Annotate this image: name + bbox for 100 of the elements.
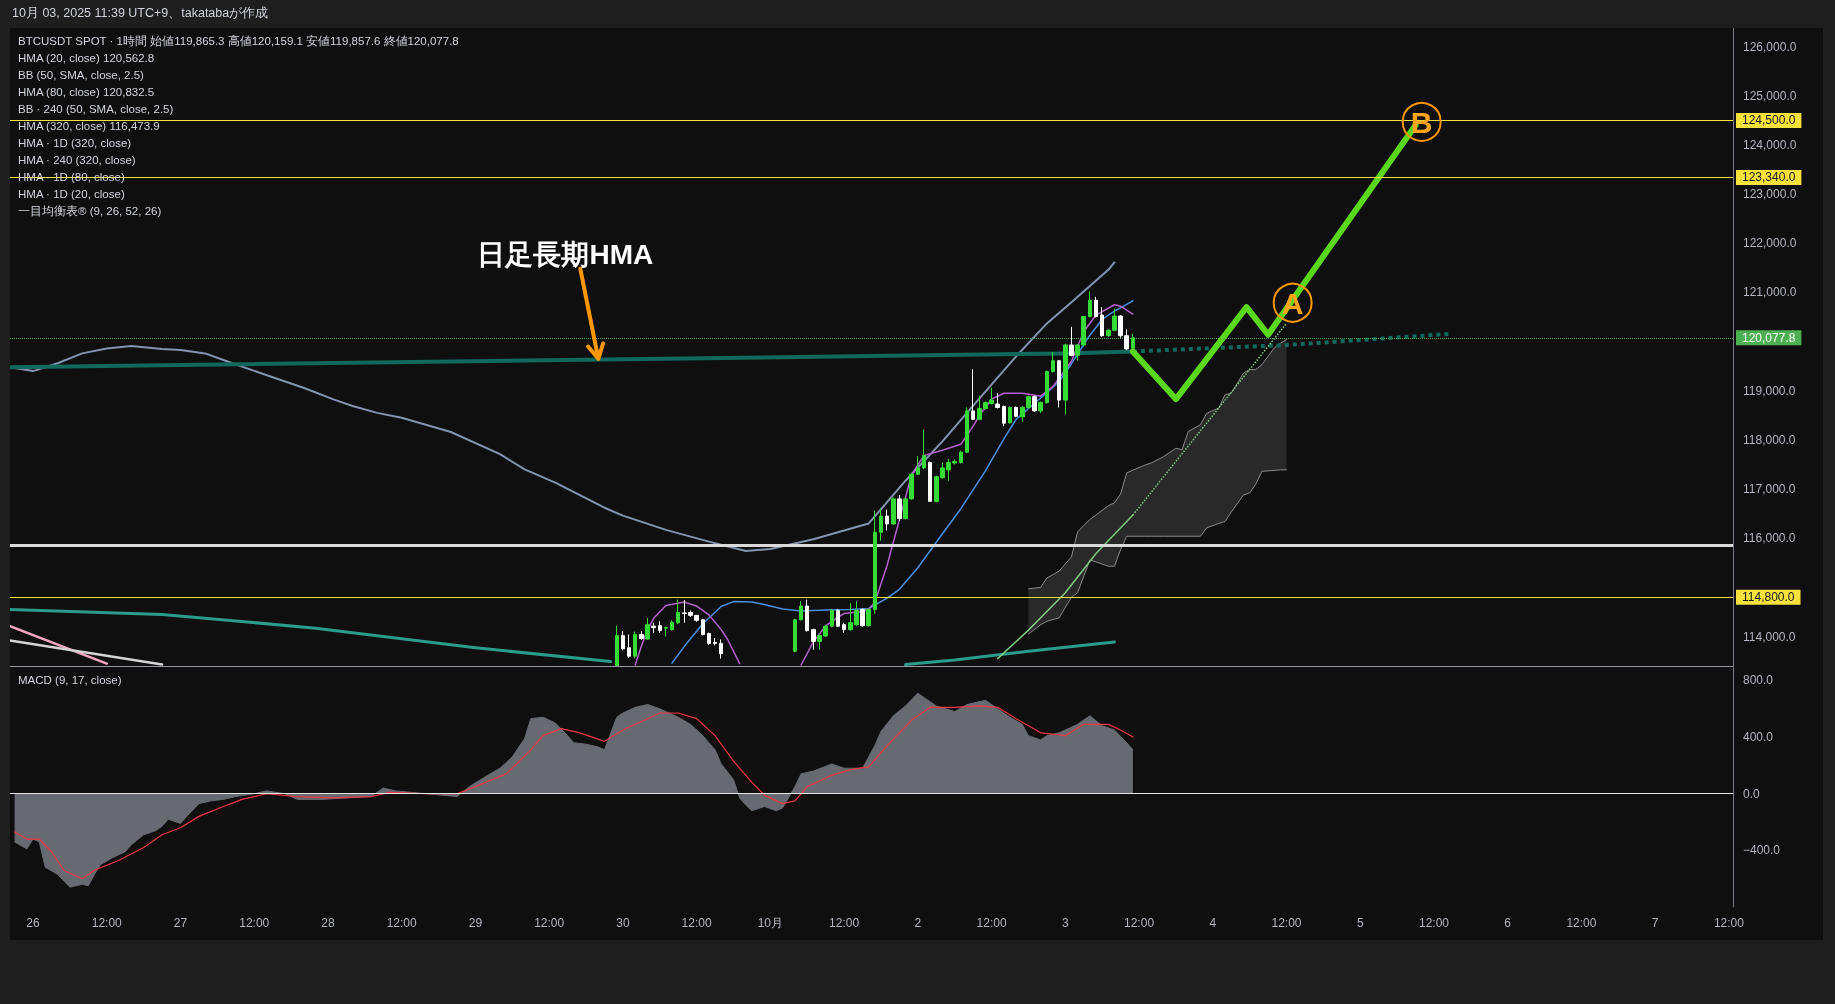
y-tick-label: 121,000.0 xyxy=(1743,285,1797,300)
x-tick-label: 10月 xyxy=(757,916,784,930)
x-tick-label: 2 xyxy=(914,916,922,930)
y-tick-label: 119,000.0 xyxy=(1743,383,1796,398)
candlestick xyxy=(1100,306,1104,338)
candlestick xyxy=(1045,370,1049,405)
candlestick xyxy=(842,622,846,634)
candlestick xyxy=(1069,326,1074,357)
annotation: HMA · 240 (320, close) xyxy=(18,153,137,168)
y-tick-label: 118,000.0 xyxy=(1743,432,1796,447)
annotation: 日足長期HMA xyxy=(477,239,654,271)
x-tick-label: 12:00 xyxy=(681,916,712,930)
candlestick xyxy=(1038,401,1043,414)
candlestick xyxy=(885,509,889,531)
candlestick xyxy=(995,392,1000,409)
y-tick-label: 116,000.0 xyxy=(1743,531,1796,546)
candlestick xyxy=(621,630,625,651)
y-tick-label: 125,000.0 xyxy=(1743,88,1797,103)
x-tick-label: 12:00 xyxy=(1418,916,1450,930)
candlestick xyxy=(1002,404,1006,427)
candlestick xyxy=(713,637,717,646)
candlestick xyxy=(1032,395,1037,413)
candlestick xyxy=(658,620,662,634)
candlestick xyxy=(701,618,705,637)
ref-line-label: 120,077.8 xyxy=(1742,330,1796,345)
candlestick xyxy=(971,368,975,421)
candlestick xyxy=(928,461,932,503)
y-tick-label: 117,000.0 xyxy=(1743,482,1796,497)
candlestick xyxy=(873,510,877,615)
y-tick-label: 400.0 xyxy=(1743,730,1774,745)
candlestick xyxy=(645,617,650,641)
x-tick-label: 12:00 xyxy=(976,916,1007,930)
x-tick-label: 12:00 xyxy=(1713,916,1745,930)
candlestick xyxy=(799,600,803,621)
x-tick-label: 4 xyxy=(1209,916,1217,930)
y-tick-label: −400.0 xyxy=(1743,843,1781,858)
annotation: HMA · 1D (320, close) xyxy=(18,136,133,151)
candlestick xyxy=(860,607,865,628)
candlestick xyxy=(811,628,816,651)
x-tick-label: 6 xyxy=(1504,916,1512,930)
candlestick xyxy=(879,507,883,542)
candlestick xyxy=(670,619,674,632)
x-tick-label: 12:00 xyxy=(1566,916,1597,930)
candlestick xyxy=(866,607,871,628)
ref-line-label: 114,800.0 xyxy=(1742,590,1795,605)
annotation: HMA (80, close) 120,832.5 xyxy=(18,85,156,100)
candlestick xyxy=(959,450,963,464)
annotation: HMA · 1D (20, close) xyxy=(18,187,126,202)
line-series xyxy=(1027,469,1287,635)
candlestick xyxy=(719,638,723,660)
candlestick xyxy=(1014,405,1018,418)
candlestick xyxy=(805,599,809,633)
x-tick-label: 28 xyxy=(321,916,335,930)
candlestick xyxy=(830,608,834,628)
x-tick-label: 12:00 xyxy=(386,916,418,930)
x-tick-label: 5 xyxy=(1356,916,1364,930)
y-tick-label: 124,000.0 xyxy=(1743,137,1797,152)
text: BTCUSDT SPOT · 1時間 始値119,865.3 高値120,159.1 安値119,857.6 終値120,077.8 xyxy=(18,34,459,49)
ref-line-label: 124,500.0 xyxy=(1742,113,1796,128)
x-tick-label: 12:00 xyxy=(239,916,270,930)
candlestick xyxy=(897,494,902,522)
line-series xyxy=(1027,339,1287,590)
candlestick xyxy=(965,406,969,454)
candlestick xyxy=(836,608,840,628)
candlestick xyxy=(1051,351,1055,374)
ref-line-label: 123,340.0 xyxy=(1742,170,1796,185)
x-tick-label: 26 xyxy=(26,916,41,930)
candlestick xyxy=(707,632,711,646)
y-tick-label: 123,000.0 xyxy=(1743,187,1797,202)
annotation: 一目均衡表® (9, 26, 52, 26) xyxy=(18,204,163,219)
annotation: HMA (320, close) 116,473.9 xyxy=(18,119,161,134)
annotation: HMA (20, close) 120,562.8 xyxy=(18,51,156,66)
x-tick-label: 3 xyxy=(1061,916,1069,930)
annotation: BB (50, SMA, close, 2.5) xyxy=(18,68,145,83)
candlestick xyxy=(633,631,637,659)
x-tick-label: 27 xyxy=(173,916,188,930)
y-tick-label: 122,000.0 xyxy=(1743,236,1797,251)
candlestick xyxy=(916,455,920,476)
chart-title: 10月 03, 2025 11:39 UTC+9、takatabaが作成 xyxy=(12,5,269,21)
candlestick xyxy=(793,618,797,653)
candlestick xyxy=(1057,359,1061,408)
candlestick xyxy=(615,625,619,667)
x-tick-label: 12:00 xyxy=(534,916,565,930)
annotation: BB · 240 (50, SMA, close, 2.5) xyxy=(18,102,175,117)
x-tick-label: 12:00 xyxy=(1124,916,1155,930)
y-tick-label: 800.0 xyxy=(1743,673,1774,688)
text: MACD (9, 17, close) xyxy=(18,673,122,688)
candlestick xyxy=(1088,290,1092,319)
candlestick xyxy=(922,429,926,470)
candlestick xyxy=(891,496,896,526)
candlestick xyxy=(639,630,644,641)
y-tick-label: 0.0 xyxy=(1743,786,1761,801)
x-tick-label: 12:00 xyxy=(91,916,123,930)
candlestick xyxy=(676,599,680,625)
y-tick-label: 126,000.0 xyxy=(1743,39,1797,54)
x-tick-label: 30 xyxy=(616,916,630,930)
candlestick xyxy=(1131,333,1135,350)
x-tick-label: 7 xyxy=(1651,916,1659,930)
y-tick-label: 114,000.0 xyxy=(1743,629,1796,644)
candlestick xyxy=(1008,405,1012,425)
